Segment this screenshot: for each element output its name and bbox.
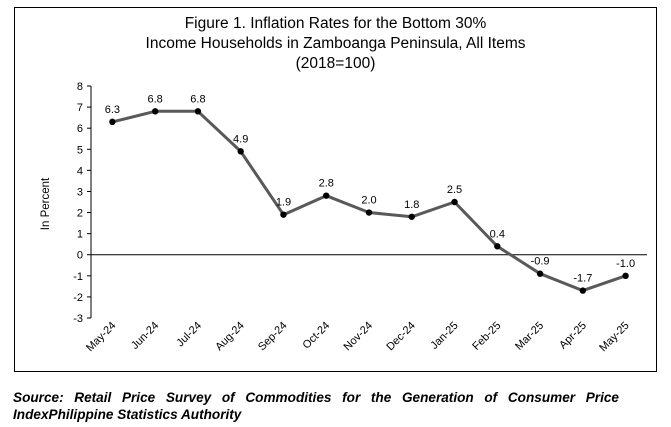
y-tick-label: 1 <box>77 229 83 241</box>
y-tick-label: -3 <box>73 313 83 325</box>
x-tick-label: Feb-25 <box>470 320 503 353</box>
data-point <box>494 243 501 250</box>
x-tick-label: Dec-24 <box>384 320 418 354</box>
x-tick-label: Apr-25 <box>557 320 589 352</box>
data-point <box>365 209 373 216</box>
x-tick-label: Oct-24 <box>301 320 333 352</box>
x-tick-label: Jan-25 <box>428 320 460 352</box>
chart-title: Figure 1. Inflation Rates for the Bottom… <box>14 14 657 74</box>
data-label: 1.8 <box>404 199 419 211</box>
y-tick-label: 4 <box>77 165 83 177</box>
data-point <box>237 148 244 155</box>
source-note: Source: Retail Price Survey of Commoditi… <box>13 390 619 422</box>
chart-title-line-2: Income Households in Zamboanga Peninsula… <box>145 35 526 52</box>
data-label: 0.4 <box>490 228 505 240</box>
data-point <box>323 192 330 199</box>
data-point <box>536 270 544 277</box>
x-tick-label: May-24 <box>84 320 118 354</box>
data-label: -1.7 <box>573 273 592 285</box>
y-tick-label: -1 <box>73 271 83 283</box>
data-point <box>280 211 287 218</box>
y-tick-label: 8 <box>77 81 83 93</box>
data-point <box>408 213 415 220</box>
y-tick-label: 6 <box>77 123 83 135</box>
x-tick-label: Nov-24 <box>342 320 376 354</box>
x-tick-label: Jul-24 <box>174 320 204 350</box>
data-point <box>451 198 458 206</box>
y-tick-label: 5 <box>77 144 83 156</box>
y-tick-label: 3 <box>77 186 83 198</box>
data-point <box>109 118 116 126</box>
chart-frame <box>14 7 657 372</box>
data-label: -1.0 <box>616 258 635 270</box>
data-point <box>194 108 202 115</box>
data-label: 6.3 <box>105 104 120 116</box>
chart-title-line-3: (2018=100) <box>295 55 376 72</box>
data-label: 6.8 <box>190 93 205 105</box>
y-tick-label: 2 <box>77 208 83 220</box>
x-tick-label: Aug-24 <box>213 320 247 354</box>
data-label: 1.9 <box>276 197 291 209</box>
x-tick-label: May-25 <box>597 320 631 354</box>
data-label: 6.8 <box>148 93 163 105</box>
data-label: 2.0 <box>361 195 376 207</box>
x-tick-label: Mar-25 <box>513 320 546 353</box>
data-point <box>622 272 629 280</box>
y-tick-label: -2 <box>73 292 83 304</box>
data-point <box>579 287 587 294</box>
y-axis-label: In Percent <box>40 177 52 230</box>
data-point <box>151 108 159 115</box>
data-label: -0.9 <box>531 256 550 268</box>
data-label: 2.8 <box>319 178 334 190</box>
data-label: 4.9 <box>233 133 248 145</box>
x-tick-label: Sep-24 <box>256 320 290 354</box>
y-tick-label: 7 <box>77 102 83 114</box>
chart-title-line-1: Figure 1. Inflation Rates for the Bottom… <box>184 15 487 32</box>
x-tick-label: Jun-24 <box>129 320 161 352</box>
y-tick-label: 0 <box>77 250 83 262</box>
data-label: 2.5 <box>447 184 462 196</box>
